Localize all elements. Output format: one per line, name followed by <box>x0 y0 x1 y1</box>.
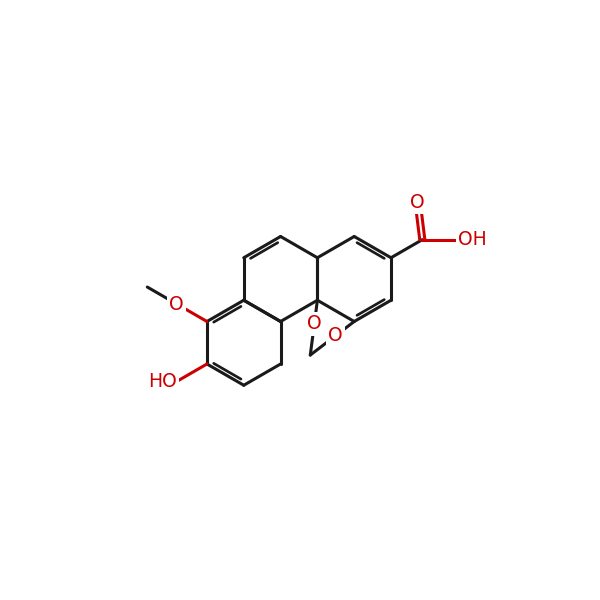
Text: O: O <box>410 193 425 212</box>
Text: O: O <box>169 295 184 314</box>
Text: O: O <box>328 326 343 346</box>
Text: O: O <box>307 314 322 334</box>
Text: OH: OH <box>458 230 487 249</box>
Text: HO: HO <box>148 372 177 391</box>
